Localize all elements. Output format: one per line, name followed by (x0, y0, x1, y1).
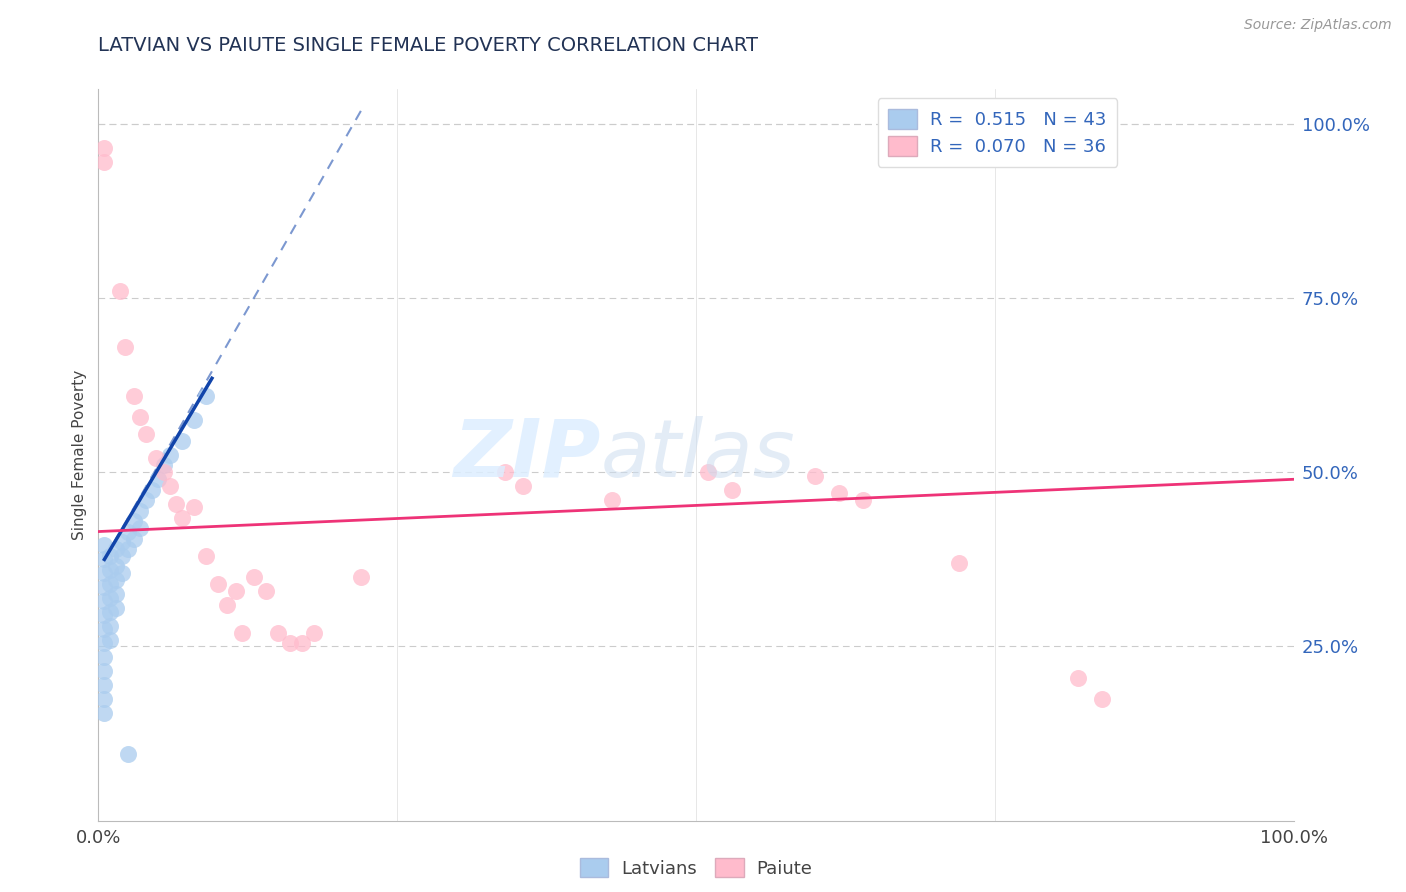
Point (93, 664, 115, 678)
Point (105, 601, 128, 615)
Point (207, 576, 229, 591)
Point (231, 625, 253, 640)
Point (302, 625, 325, 640)
Point (148, 472, 170, 486)
Point (278, 636, 301, 650)
Point (111, 549, 134, 563)
Point (512, 479, 534, 493)
Point (93, 141, 115, 155)
Point (1091, 691, 1114, 706)
Point (93, 539, 115, 553)
Point (98, 549, 122, 563)
Point (93, 580, 115, 594)
Point (93, 594, 115, 608)
Point (267, 625, 290, 640)
Point (117, 524, 139, 539)
Point (1067, 671, 1090, 685)
Point (117, 747, 139, 762)
Point (108, 284, 131, 298)
Text: atlas: atlas (600, 416, 796, 494)
Point (183, 413, 205, 427)
Point (172, 434, 194, 448)
Point (114, 340, 136, 354)
Point (141, 483, 163, 497)
Point (254, 583, 277, 598)
Point (153, 458, 176, 473)
Point (93, 649, 115, 664)
Point (135, 427, 157, 442)
Point (98, 632, 122, 647)
Point (93, 552, 115, 566)
Legend: Latvians, Paiute: Latvians, Paiute (572, 850, 820, 885)
Text: ZIP: ZIP (453, 416, 600, 494)
Point (194, 389, 218, 403)
Point (105, 541, 128, 556)
Point (159, 448, 181, 462)
Point (828, 486, 851, 500)
Point (129, 521, 152, 535)
Point (124, 514, 146, 528)
Point (804, 468, 827, 483)
Point (117, 541, 139, 556)
Point (93, 678, 115, 692)
Point (697, 466, 720, 480)
Point (194, 549, 218, 563)
Point (217, 598, 239, 612)
Point (93, 608, 115, 623)
Point (494, 466, 516, 480)
Point (93, 155, 115, 169)
Point (948, 556, 970, 570)
Point (93, 706, 115, 720)
Point (105, 574, 128, 588)
Text: Source: ZipAtlas.com: Source: ZipAtlas.com (1244, 18, 1392, 32)
Point (124, 389, 146, 403)
Point (145, 451, 167, 466)
Point (124, 532, 146, 546)
Point (721, 483, 744, 497)
Y-axis label: Single Female Poverty: Single Female Poverty (72, 370, 87, 540)
Point (172, 510, 194, 524)
Point (98, 591, 122, 605)
Point (243, 570, 266, 584)
Point (129, 503, 152, 517)
Point (852, 493, 875, 508)
Point (93, 622, 115, 636)
Point (111, 566, 134, 581)
Point (105, 559, 128, 574)
Point (98, 563, 122, 577)
Point (291, 636, 314, 650)
Point (105, 587, 128, 601)
Point (98, 576, 122, 591)
Point (135, 493, 157, 508)
Point (93, 636, 115, 650)
Point (129, 409, 152, 424)
Point (159, 479, 181, 493)
Point (225, 583, 247, 598)
Point (183, 500, 205, 515)
Point (165, 497, 187, 511)
Point (602, 493, 624, 508)
Point (350, 570, 373, 584)
Point (98, 605, 122, 619)
Point (111, 535, 134, 549)
Text: LATVIAN VS PAIUTE SINGLE FEMALE POVERTY CORRELATION CHART: LATVIAN VS PAIUTE SINGLE FEMALE POVERTY … (98, 36, 758, 54)
Point (93, 566, 115, 581)
Point (93, 691, 115, 706)
Point (98, 618, 122, 632)
Point (153, 466, 176, 480)
